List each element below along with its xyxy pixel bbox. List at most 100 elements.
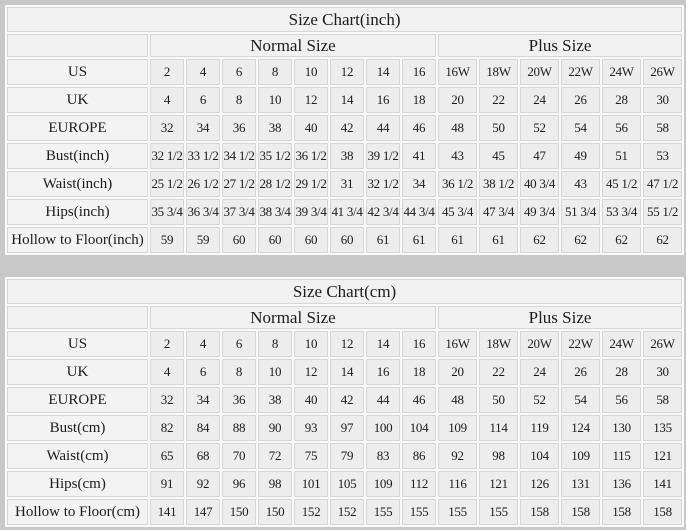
size-cell: 32 <box>150 115 184 141</box>
size-cell: 155 <box>402 499 436 525</box>
size-cell: 41 3/4 <box>330 199 364 225</box>
size-cell: 109 <box>366 471 400 497</box>
size-cell: 54 <box>561 387 600 413</box>
size-cell: 18 <box>402 359 436 385</box>
size-cell: 52 <box>520 387 559 413</box>
table-row: Hollow to Floor(cm) 141 147 150 150 152 152 155… <box>7 499 683 525</box>
size-cell: 83 <box>366 443 400 469</box>
size-cell: 79 <box>330 443 364 469</box>
column-group-plus: Plus Size <box>438 306 683 329</box>
size-cell: 40 3/4 <box>520 171 559 197</box>
size-cell: 38 1/2 <box>479 171 518 197</box>
size-cell: 36 1/2 <box>294 143 328 169</box>
size-cell: 50 <box>479 387 518 413</box>
size-cell: 38 3/4 <box>258 199 292 225</box>
size-cell: 46 <box>402 387 436 413</box>
size-cell: 4 <box>150 359 184 385</box>
table-row: UK 4 6 8 10 12 14 16 18 20 22 24 26 28 30 <box>7 359 683 385</box>
size-cell: 18W <box>479 331 518 357</box>
table-row: Hips(cm) 91 92 96 98 101 105 109 112 116 121 126 131… <box>7 471 683 497</box>
size-cell: 100 <box>366 415 400 441</box>
row-label: Bust(inch) <box>7 143 148 169</box>
size-cell: 22W <box>561 331 600 357</box>
size-cell: 4 <box>186 59 220 85</box>
size-cell: 158 <box>602 499 641 525</box>
size-cell: 45 3/4 <box>438 199 477 225</box>
size-cell: 59 <box>186 227 220 253</box>
row-label: Bust(cm) <box>7 415 148 441</box>
size-cell: 88 <box>222 415 256 441</box>
size-cell: 130 <box>602 415 641 441</box>
size-cell: 135 <box>643 415 683 441</box>
size-cell: 26 <box>561 359 600 385</box>
size-cell: 51 3/4 <box>561 199 600 225</box>
size-cell: 115 <box>602 443 641 469</box>
size-cell: 35 1/2 <box>258 143 292 169</box>
size-cell: 92 <box>438 443 477 469</box>
size-cell: 84 <box>186 415 220 441</box>
size-cell: 43 <box>438 143 477 169</box>
size-cell: 32 1/2 <box>150 143 184 169</box>
table-title-row: Size Chart(inch) <box>7 7 683 32</box>
size-cell: 40 <box>294 387 328 413</box>
row-label: UK <box>7 87 148 113</box>
size-cell: 58 <box>643 115 683 141</box>
size-cell: 26W <box>643 59 683 85</box>
size-cell: 24 <box>520 87 559 113</box>
table-row: US 2 4 6 8 10 12 14 16 16W 18W 20W 22W 24W 26W <box>7 59 683 85</box>
size-cell: 62 <box>602 227 641 253</box>
size-cell: 131 <box>561 471 600 497</box>
table-row: Hollow to Floor(inch) 59 59 60 60 60 60 61 61 61 6… <box>7 227 683 253</box>
size-cell: 109 <box>438 415 477 441</box>
table-row: UK 4 6 8 10 12 14 16 18 20 22 24 26 28 30 <box>7 87 683 113</box>
size-cell: 28 1/2 <box>258 171 292 197</box>
size-cell: 33 1/2 <box>186 143 220 169</box>
size-cell: 147 <box>186 499 220 525</box>
size-cell: 121 <box>479 471 518 497</box>
size-cell: 40 <box>294 115 328 141</box>
size-cell: 155 <box>479 499 518 525</box>
size-cell: 24W <box>602 331 641 357</box>
table-row: Waist(inch) 25 1/2 26 1/2 27 1/2 28 1/2 29 1/… <box>7 171 683 197</box>
size-cell: 35 3/4 <box>150 199 184 225</box>
size-cell: 43 <box>561 171 600 197</box>
size-cell: 6 <box>186 359 220 385</box>
size-cell: 14 <box>330 87 364 113</box>
size-cell: 60 <box>330 227 364 253</box>
size-cell: 39 3/4 <box>294 199 328 225</box>
table-title-row: Size Chart(cm) <box>7 279 683 304</box>
size-cell: 155 <box>366 499 400 525</box>
size-cell: 42 <box>330 115 364 141</box>
size-cell: 68 <box>186 443 220 469</box>
size-cell: 22 <box>479 87 518 113</box>
size-cell: 25 1/2 <box>150 171 184 197</box>
size-cell: 16 <box>402 331 436 357</box>
size-cell: 12 <box>330 331 364 357</box>
size-cell: 28 <box>602 359 641 385</box>
size-cell: 62 <box>520 227 559 253</box>
size-cell: 47 3/4 <box>479 199 518 225</box>
row-label: Hollow to Floor(cm) <box>7 499 148 525</box>
row-label: EUROPE <box>7 387 148 413</box>
size-cell: 48 <box>438 387 477 413</box>
size-cell: 6 <box>186 87 220 113</box>
size-cell: 55 1/2 <box>643 199 683 225</box>
size-cell: 36 1/2 <box>438 171 477 197</box>
size-cell: 152 <box>330 499 364 525</box>
size-cell: 150 <box>258 499 292 525</box>
size-cell: 14 <box>366 331 400 357</box>
size-cell: 52 <box>520 115 559 141</box>
size-cell: 30 <box>643 87 683 113</box>
size-cell: 141 <box>150 499 184 525</box>
size-cell: 8 <box>222 87 256 113</box>
size-cell: 150 <box>222 499 256 525</box>
column-group-normal: Normal Size <box>150 306 436 329</box>
size-cell: 56 <box>602 387 641 413</box>
size-cell: 61 <box>366 227 400 253</box>
size-cell: 10 <box>258 87 292 113</box>
row-label: Waist(cm) <box>7 443 148 469</box>
size-cell: 141 <box>643 471 683 497</box>
table-row: Hips(inch) 35 3/4 36 3/4 37 3/4 38 3/4 39 3/4… <box>7 199 683 225</box>
size-cell: 8 <box>258 59 292 85</box>
